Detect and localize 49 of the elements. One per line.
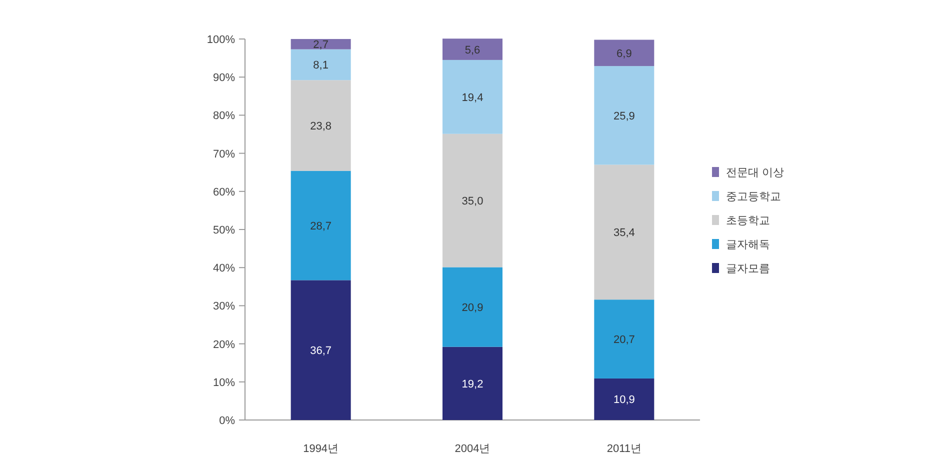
bar: [442, 38, 502, 60]
data-label: 20,7: [613, 334, 635, 346]
bar: [442, 60, 502, 134]
x-tick-label: 2011년: [606, 443, 642, 455]
x-tick-label: 1994년: [303, 443, 339, 455]
bar: [594, 66, 654, 165]
bar: [594, 378, 654, 420]
data-label: 35,4: [613, 227, 635, 240]
y-tick-label: 40%: [212, 262, 236, 275]
data-label: 2,7: [313, 39, 328, 52]
y-tick-label: 90%: [212, 72, 236, 84]
legend-label: 중고등학교: [726, 191, 781, 203]
data-label: 36,7: [310, 345, 332, 358]
bar: [442, 134, 502, 268]
y-tick-label: 30%: [212, 300, 236, 313]
bar: [290, 170, 351, 280]
bar: [290, 80, 351, 171]
legend-label: 전문대 이상: [726, 167, 784, 179]
data-label: 28,7: [310, 220, 332, 232]
y-tick-label: 20%: [212, 338, 236, 351]
legend-label: 글자모름: [726, 263, 770, 275]
y-tick-label: 100%: [206, 34, 236, 46]
data-label: 23,8: [310, 120, 332, 132]
x-tick-label: 2004년: [454, 443, 490, 455]
y-tick-label: 70%: [212, 148, 236, 160]
data-label: 35,0: [462, 196, 484, 208]
data-label: 5,6: [464, 44, 480, 56]
bar: [594, 40, 654, 66]
bar: [290, 280, 351, 420]
bar: [442, 267, 502, 347]
bar: [290, 49, 351, 80]
bar: [290, 39, 351, 50]
bar: [594, 164, 654, 300]
data-label: 25,9: [613, 110, 635, 122]
data-label: 10,9: [613, 394, 635, 406]
data-label: 19,2: [462, 378, 484, 390]
data-label: 19,4: [462, 92, 484, 104]
legend-label: 초등학교: [726, 215, 770, 227]
y-tick-label: 80%: [212, 110, 236, 122]
bar: [594, 300, 654, 378]
y-tick-label: 10%: [212, 376, 236, 389]
data-label: 8,1: [313, 60, 328, 72]
bar: [442, 346, 502, 420]
legend-label: 글자해독: [726, 239, 770, 251]
y-tick-label: 50%: [212, 224, 236, 236]
y-tick-label: 0%: [219, 415, 236, 427]
data-label: 6,9: [616, 48, 632, 60]
data-label: 20,9: [462, 302, 484, 314]
y-tick-label: 60%: [212, 186, 236, 198]
